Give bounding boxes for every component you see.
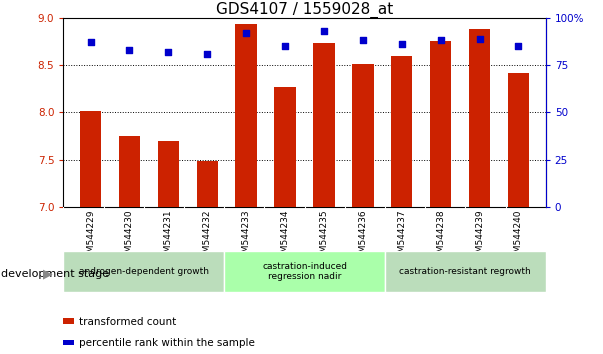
Point [436, 38, 446, 43]
Point [163, 49, 173, 55]
Point [397, 41, 406, 47]
FancyBboxPatch shape [63, 251, 224, 292]
Title: GDS4107 / 1559028_at: GDS4107 / 1559028_at [216, 1, 393, 18]
Bar [469, 29, 490, 207]
Bar [119, 136, 140, 207]
FancyBboxPatch shape [224, 251, 385, 292]
Point [475, 36, 484, 41]
Point [125, 47, 134, 53]
Bar [274, 87, 295, 207]
Text: castration-induced
regression nadir: castration-induced regression nadir [262, 262, 347, 281]
Bar [235, 24, 257, 207]
Point [203, 51, 212, 57]
Bar [391, 56, 412, 207]
Point [86, 40, 95, 45]
Bar [508, 73, 529, 207]
FancyBboxPatch shape [385, 251, 546, 292]
Bar [314, 43, 335, 207]
Text: ▶: ▶ [43, 268, 53, 281]
Point [280, 43, 290, 49]
Text: castration-resistant regrowth: castration-resistant regrowth [399, 267, 531, 276]
Point [358, 38, 368, 43]
Bar [430, 41, 452, 207]
Bar [352, 64, 374, 207]
Bar [157, 141, 179, 207]
Text: transformed count: transformed count [79, 317, 176, 327]
Point [319, 28, 329, 34]
Bar [197, 161, 218, 207]
Point [241, 30, 251, 36]
Point [514, 43, 523, 49]
Text: percentile rank within the sample: percentile rank within the sample [79, 338, 255, 348]
Bar [80, 112, 101, 207]
Text: androgen-dependent growth: androgen-dependent growth [79, 267, 209, 276]
Text: development stage: development stage [1, 269, 109, 279]
